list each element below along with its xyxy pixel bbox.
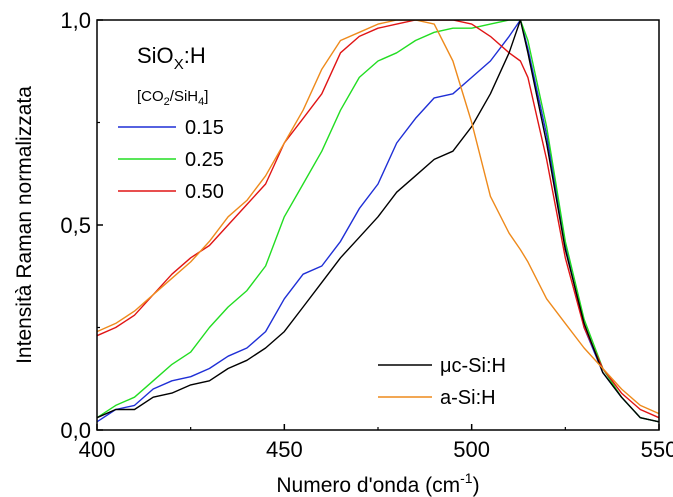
legend-sio: SiOX:H [CO2/SiH4] 0.15 0.25 0.50: [118, 43, 224, 203]
legend-ref-label-0: μc-Si:H: [440, 355, 506, 377]
legend-ref-label-1: a-Si:H: [440, 387, 496, 409]
legend-group-title-rest: :H: [184, 43, 206, 68]
y-tick-label-1: 0,5: [60, 213, 91, 238]
legend-group-title-sub: X: [174, 56, 184, 73]
series-layer: [97, 20, 659, 423]
legend-sub-sub2: 4: [198, 96, 204, 108]
series-line-3: [97, 20, 659, 423]
legend-label-2: 0.50: [185, 181, 224, 203]
x-axis-title: Numero d'onda (cm-1): [276, 470, 479, 497]
x-axis-title-close: ): [473, 474, 480, 497]
legend-group-subtitle: [CO2/SiH4]: [137, 88, 208, 108]
x-tick-label-0: 400: [79, 437, 116, 462]
legend-ref: μc-Si:H a-Si:H: [378, 355, 506, 409]
y-axis-title: Intensità Raman normalizzata: [13, 86, 36, 364]
y-tick-label-2: 1,0: [60, 8, 91, 33]
x-axis-title-sup: -1: [460, 470, 473, 486]
series-line-1: [97, 20, 659, 423]
x-tick-label-1: 450: [266, 437, 303, 462]
legend-label-0: 0.15: [185, 117, 224, 139]
legend-sub-close: ]: [204, 88, 208, 105]
legend-sub-sub1: 2: [164, 96, 170, 108]
x-tick-label-2: 500: [453, 437, 490, 462]
series-line-4: [97, 20, 659, 415]
plot-frame: [96, 19, 660, 431]
x-tick-label-3: 550: [641, 437, 673, 462]
series-line-0: [97, 20, 659, 423]
legend-sub-mid: /SiH: [170, 88, 198, 105]
y-tick-label-0: 0,0: [60, 418, 91, 443]
legend-label-1: 0.25: [185, 149, 224, 171]
legend-group-title-base: SiO: [137, 43, 174, 68]
legend-group-title: SiOX:H: [137, 43, 206, 73]
x-axis-title-main: Numero d'onda (cm: [276, 474, 460, 497]
series-line-2: [97, 20, 659, 419]
tick-layer: 400 450 500 550 0,0 0,5 1,0: [60, 8, 673, 462]
legend-sub-open: [CO: [137, 88, 164, 105]
